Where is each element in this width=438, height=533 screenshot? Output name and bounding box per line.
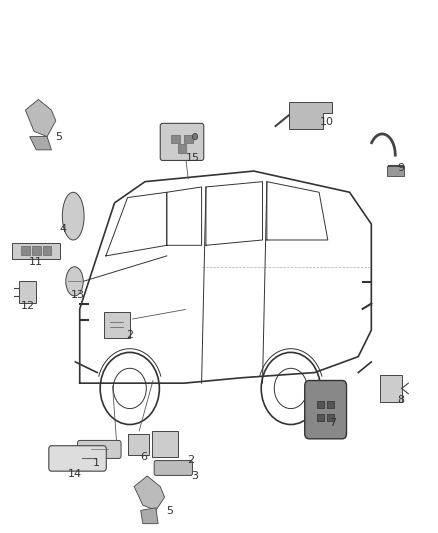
Bar [317, 401, 324, 408]
Bar [387, 166, 404, 176]
Text: 11: 11 [28, 257, 42, 267]
Bar [43, 246, 51, 255]
Bar [32, 246, 41, 255]
Ellipse shape [62, 192, 84, 240]
Text: 2: 2 [126, 330, 133, 341]
Text: 13: 13 [71, 289, 85, 300]
Text: 6: 6 [141, 453, 148, 463]
Bar [184, 135, 193, 143]
Text: 10: 10 [320, 117, 334, 127]
Bar [317, 414, 324, 421]
Text: 4: 4 [60, 224, 67, 235]
Bar [178, 144, 186, 152]
Bar [19, 281, 36, 303]
Text: 2: 2 [187, 455, 194, 465]
Bar [127, 433, 149, 455]
Text: 7: 7 [329, 418, 336, 428]
Text: 8: 8 [397, 395, 404, 405]
Text: 14: 14 [67, 470, 81, 479]
Circle shape [192, 133, 198, 140]
Bar [104, 312, 130, 338]
Polygon shape [134, 476, 165, 511]
Bar [327, 401, 334, 408]
FancyBboxPatch shape [78, 440, 121, 458]
Ellipse shape [66, 266, 83, 296]
Polygon shape [141, 508, 158, 523]
FancyBboxPatch shape [49, 446, 106, 471]
Bar [171, 135, 180, 143]
Bar [152, 431, 178, 457]
Bar [380, 375, 402, 402]
Text: 3: 3 [191, 471, 198, 481]
Polygon shape [289, 102, 332, 128]
Text: 5: 5 [55, 132, 62, 142]
Text: 12: 12 [21, 301, 35, 311]
Bar [12, 243, 60, 259]
Text: 5: 5 [166, 506, 173, 516]
Text: 9: 9 [397, 164, 404, 173]
Text: 15: 15 [186, 153, 200, 163]
Text: 1: 1 [93, 458, 100, 467]
FancyBboxPatch shape [154, 461, 192, 475]
Bar [327, 414, 334, 421]
FancyBboxPatch shape [305, 381, 346, 439]
Bar [21, 246, 30, 255]
Polygon shape [25, 100, 56, 136]
FancyBboxPatch shape [160, 123, 204, 160]
Polygon shape [30, 136, 51, 150]
